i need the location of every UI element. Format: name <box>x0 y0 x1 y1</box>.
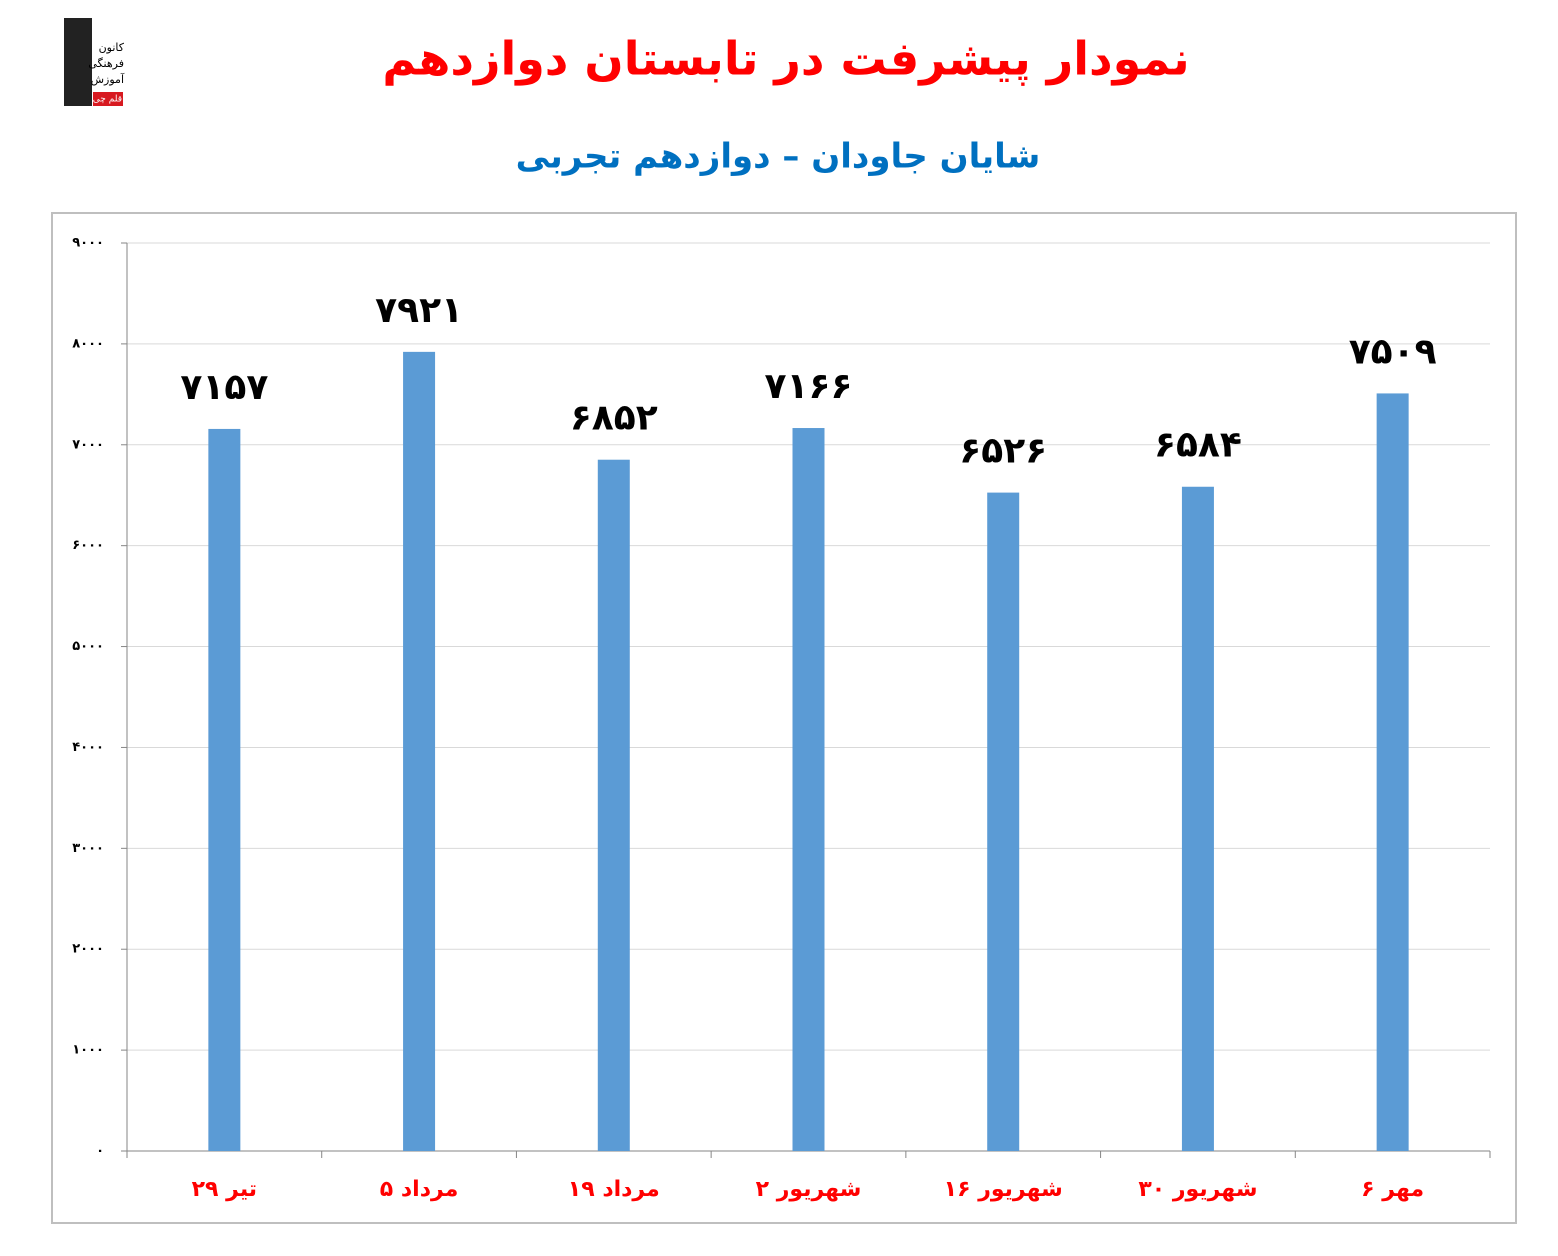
y-tick-label: ۳۰۰۰ <box>72 841 104 856</box>
bar <box>987 492 1020 1151</box>
logo-badge <box>93 92 123 106</box>
x-tick-label: ۱۶ شهریور <box>944 1177 1063 1202</box>
value-label: ۶۵۲۶ <box>959 431 1047 472</box>
x-tick-label: ۲ شهریور <box>756 1177 862 1202</box>
value-label: ۷۹۲۱ <box>375 290 463 331</box>
value-label: ۷۱۵۷ <box>180 367 268 408</box>
x-tick-label: ۵ مرداد <box>380 1177 459 1202</box>
y-tick-label: ۹۰۰۰ <box>72 236 104 251</box>
x-tick-label: ۶ مهر <box>1361 1177 1424 1202</box>
chart-frame <box>51 212 1517 1224</box>
x-tick-label: ۳۰ شهریور <box>1138 1177 1257 1202</box>
value-label: ۷۵۰۹ <box>1349 331 1437 372</box>
chart-title: نمودار پیشرفت در تابستان دوازدهم <box>382 32 1189 87</box>
bar <box>1181 486 1214 1151</box>
logo-text: فرهنگی <box>88 57 124 70</box>
y-tick-label: ۱۰۰۰ <box>72 1043 104 1058</box>
x-tick-label: ۲۹ تیر <box>192 1177 257 1202</box>
logo-figure <box>64 18 92 106</box>
bar <box>208 428 241 1151</box>
y-tick-label: ۰ <box>96 1144 104 1159</box>
logo-text: آموزش <box>91 72 125 86</box>
bar <box>1376 393 1409 1152</box>
y-tick-label: ۸۰۰۰ <box>72 336 104 351</box>
x-tick-label: ۱۹ مرداد <box>568 1177 660 1202</box>
bar <box>403 351 436 1151</box>
logo-text: قلم چی <box>93 95 122 105</box>
y-tick-label: ۲۰۰۰ <box>72 942 104 957</box>
value-label: ۶۵۸۴ <box>1154 425 1242 466</box>
bar <box>792 428 825 1151</box>
bar <box>597 459 630 1151</box>
y-tick-label: ۶۰۰۰ <box>72 538 104 553</box>
y-tick-label: ۵۰۰۰ <box>72 639 104 654</box>
value-label: ۶۸۵۲ <box>570 398 658 439</box>
chart-subtitle: شایان جاودان – دوازدهم تجربی <box>516 137 1041 177</box>
value-label: ۷۱۶۶ <box>765 366 853 407</box>
logo-text: کانون <box>99 41 125 54</box>
y-tick-label: ۴۰۰۰ <box>72 740 104 755</box>
y-tick-label: ۷۰۰۰ <box>72 437 104 452</box>
